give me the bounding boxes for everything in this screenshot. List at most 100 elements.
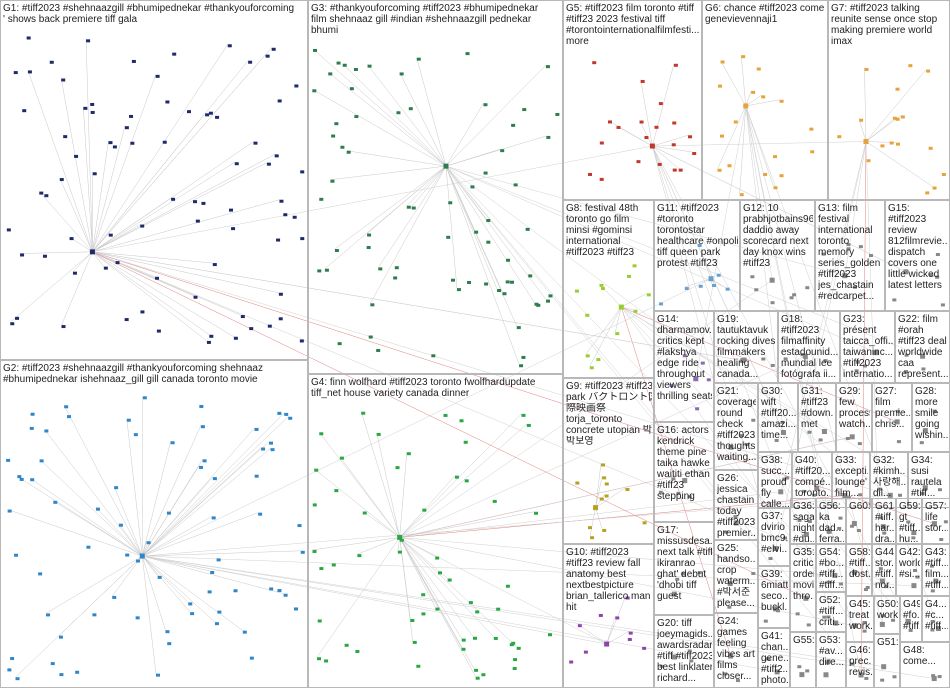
group-box: G58:#tiff...dost... (846, 544, 872, 596)
node (130, 141, 135, 145)
group-label: G35:criticsordermoviethro... (793, 547, 814, 602)
node (687, 495, 692, 499)
label-line: handso... (717, 554, 756, 565)
node (509, 280, 514, 284)
label-line: treat (849, 610, 870, 621)
node (822, 615, 827, 619)
node (719, 134, 724, 138)
node (935, 275, 940, 279)
label-line: photo... (761, 675, 788, 686)
label-line: next talk #tiff (657, 547, 712, 558)
node (908, 628, 913, 632)
group-label: G26: jessica chastain today #tiff2023 premier… (717, 473, 756, 539)
node (615, 332, 620, 336)
edge (7, 509, 143, 557)
group-box: G4: finn wolfhard #tiff2023 toronto fwol… (308, 374, 563, 688)
label-line: smile (915, 408, 939, 419)
node (906, 520, 911, 524)
edge (92, 251, 279, 294)
node (935, 253, 940, 257)
node (599, 141, 604, 145)
node (108, 233, 113, 237)
node (90, 102, 95, 106)
node (766, 657, 771, 661)
group-box: G19: tautuktavuk rocking dives filmmakers he… (714, 311, 778, 383)
node (604, 482, 609, 486)
label-line: ghat' debut (657, 569, 707, 580)
group-label: G20: tiff joeymagids... awardsradar #tiff #… (657, 618, 712, 684)
node (17, 475, 22, 479)
edge (639, 120, 653, 147)
label-line: #tiff... (925, 621, 948, 632)
node (330, 179, 335, 183)
edge (652, 145, 907, 273)
node (370, 303, 375, 307)
edge (745, 90, 752, 107)
node (802, 489, 807, 493)
edge (142, 476, 214, 557)
group-label: G37:dviriobmc9...#elvi... (761, 511, 788, 555)
label-line: hit (566, 602, 577, 613)
label-line: taika hawke (657, 458, 710, 469)
edge (142, 447, 271, 557)
node (773, 186, 778, 190)
node (451, 278, 456, 282)
edge (445, 165, 807, 599)
node (410, 619, 415, 623)
node (90, 110, 95, 114)
edge (63, 405, 143, 557)
node (366, 246, 371, 250)
node (599, 283, 604, 287)
label-line: G2: #tiff2023 #shehnaazgill #thankyoufor… (3, 363, 263, 374)
label-line: susi (911, 466, 929, 477)
node (165, 100, 170, 104)
node (133, 433, 138, 437)
label-line: ferra... (819, 534, 844, 544)
node (86, 545, 91, 549)
edge (30, 478, 143, 557)
node (171, 197, 176, 201)
node (681, 572, 686, 576)
node (636, 160, 641, 164)
label-line: kendrick (657, 436, 695, 447)
label-line: ikiranrao (657, 558, 696, 569)
edge (141, 396, 144, 557)
node (904, 353, 909, 357)
label-line: G13: film (818, 203, 859, 214)
label-line: genevievennaji1 (705, 14, 778, 25)
edge (10, 251, 93, 323)
label-line: #torontointernationalfilmfesti... (566, 25, 700, 36)
node (826, 615, 831, 619)
label-line: buckl... (761, 602, 788, 613)
hub-node (920, 353, 926, 359)
edge (615, 306, 622, 333)
node (234, 162, 239, 166)
edge (652, 141, 866, 147)
label-line: worldwide (898, 347, 943, 358)
node (254, 474, 259, 478)
node (49, 60, 54, 64)
node (672, 168, 677, 172)
label-line: nextbestpicture (566, 580, 634, 591)
hub-node (922, 428, 928, 434)
group-label: G44:stor...#tiff...nor... (875, 547, 894, 591)
node (727, 164, 732, 168)
node (166, 511, 171, 515)
node (779, 99, 784, 103)
label-line: best linklater (657, 662, 712, 673)
edge (745, 105, 773, 281)
node (895, 87, 900, 91)
node (344, 643, 349, 647)
group-label: G41:chan...gene...#tiff2...photo... (761, 631, 788, 686)
node (497, 288, 502, 292)
edge (362, 511, 400, 538)
label-line: #tiff23 (801, 397, 829, 408)
group-box: G26: jessica chastain today #tiff2023 premier… (714, 470, 758, 540)
node (124, 318, 129, 322)
label-line: G33: (835, 455, 857, 466)
edge (595, 507, 603, 530)
label-line: compé... (795, 477, 830, 488)
edge (346, 150, 447, 167)
edge (142, 555, 884, 667)
node (334, 489, 339, 493)
